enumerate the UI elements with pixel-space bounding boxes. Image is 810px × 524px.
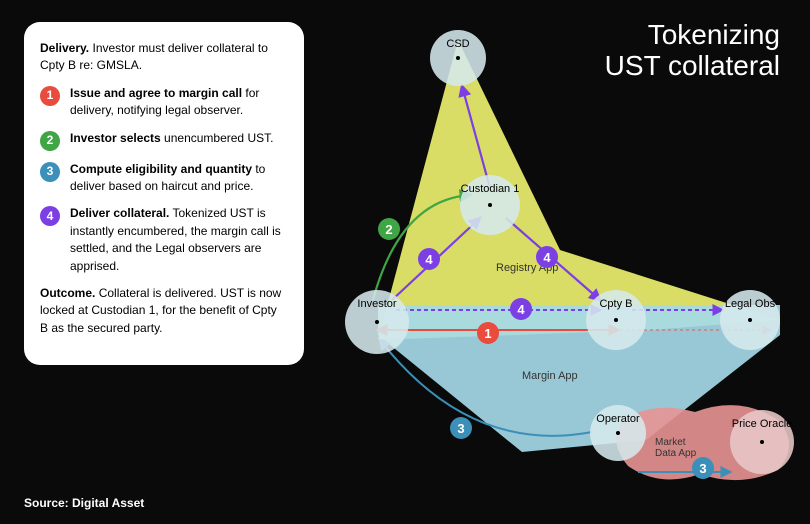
legend-outcome: Outcome. Collateral is delivered. UST is… xyxy=(40,285,288,337)
diagram-badge: 4 xyxy=(418,248,440,270)
node-label: Custodian 1 xyxy=(460,183,520,195)
legend-delivery: Delivery. Investor must deliver collater… xyxy=(40,40,288,75)
node-dot xyxy=(748,318,752,322)
source-credit: Source: Digital Asset xyxy=(24,496,144,510)
title-line2: UST collateral xyxy=(605,50,780,81)
node-circle-priceoracle xyxy=(730,410,794,474)
step-badge: 4 xyxy=(40,206,60,226)
node-label: Operator xyxy=(590,413,646,425)
diagram-badge: 4 xyxy=(536,246,558,268)
node-label: Investor xyxy=(345,298,409,310)
step-badge: 1 xyxy=(40,86,60,106)
node-dot xyxy=(456,56,460,60)
diagram-badge: 4 xyxy=(510,298,532,320)
node-dot xyxy=(616,431,620,435)
legend-step: 1 Issue and agree to margin call for del… xyxy=(40,85,288,120)
node-dot xyxy=(488,203,492,207)
node-label: Cpty B xyxy=(586,298,646,310)
legend-step: 3 Compute eligibility and quantity to de… xyxy=(40,161,288,196)
step-text: Issue and agree to margin call for deliv… xyxy=(70,85,288,120)
node-circle-legalobs xyxy=(720,290,780,350)
node-dot xyxy=(760,440,764,444)
node-circle-csd xyxy=(430,30,486,86)
node-label: Legal Obs xyxy=(720,298,780,310)
diagram-badge: 1 xyxy=(477,322,499,344)
diagram-badge: 3 xyxy=(450,417,472,439)
legend-step: 2 Investor selects unencumbered UST. xyxy=(40,130,288,151)
diagram-badge: 3 xyxy=(692,457,714,479)
node-circle-cptyb xyxy=(586,290,646,350)
node-label: Price Oracle xyxy=(730,418,794,430)
node-circle-operator xyxy=(590,405,646,461)
step-badge: 2 xyxy=(40,131,60,151)
node-dot xyxy=(375,320,379,324)
node-circle-investor xyxy=(345,290,409,354)
edge-cust-csd-purp xyxy=(462,86,490,188)
step-text: Deliver collateral. Tokenized UST is ins… xyxy=(70,205,288,275)
region-label-margin: Margin App xyxy=(522,370,578,382)
node-label: CSD xyxy=(430,38,486,50)
step-text: Investor selects unencumbered UST. xyxy=(70,130,288,147)
node-circle-custodian xyxy=(460,175,520,235)
step-badge: 3 xyxy=(40,162,60,182)
legend-panel: Delivery. Investor must deliver collater… xyxy=(24,22,304,365)
edge-inv-cust-green xyxy=(373,195,470,300)
region-label-market: Market Data App xyxy=(655,438,699,459)
node-dot xyxy=(614,318,618,322)
title-line1: Tokenizing xyxy=(648,19,780,50)
step-text: Compute eligibility and quantity to deli… xyxy=(70,161,288,196)
edge-oper-inv-blue xyxy=(380,340,592,436)
page-title: Tokenizing UST collateral xyxy=(605,20,780,82)
legend-step: 4 Deliver collateral. Tokenized UST is i… xyxy=(40,205,288,275)
diagram-badge: 2 xyxy=(378,218,400,240)
